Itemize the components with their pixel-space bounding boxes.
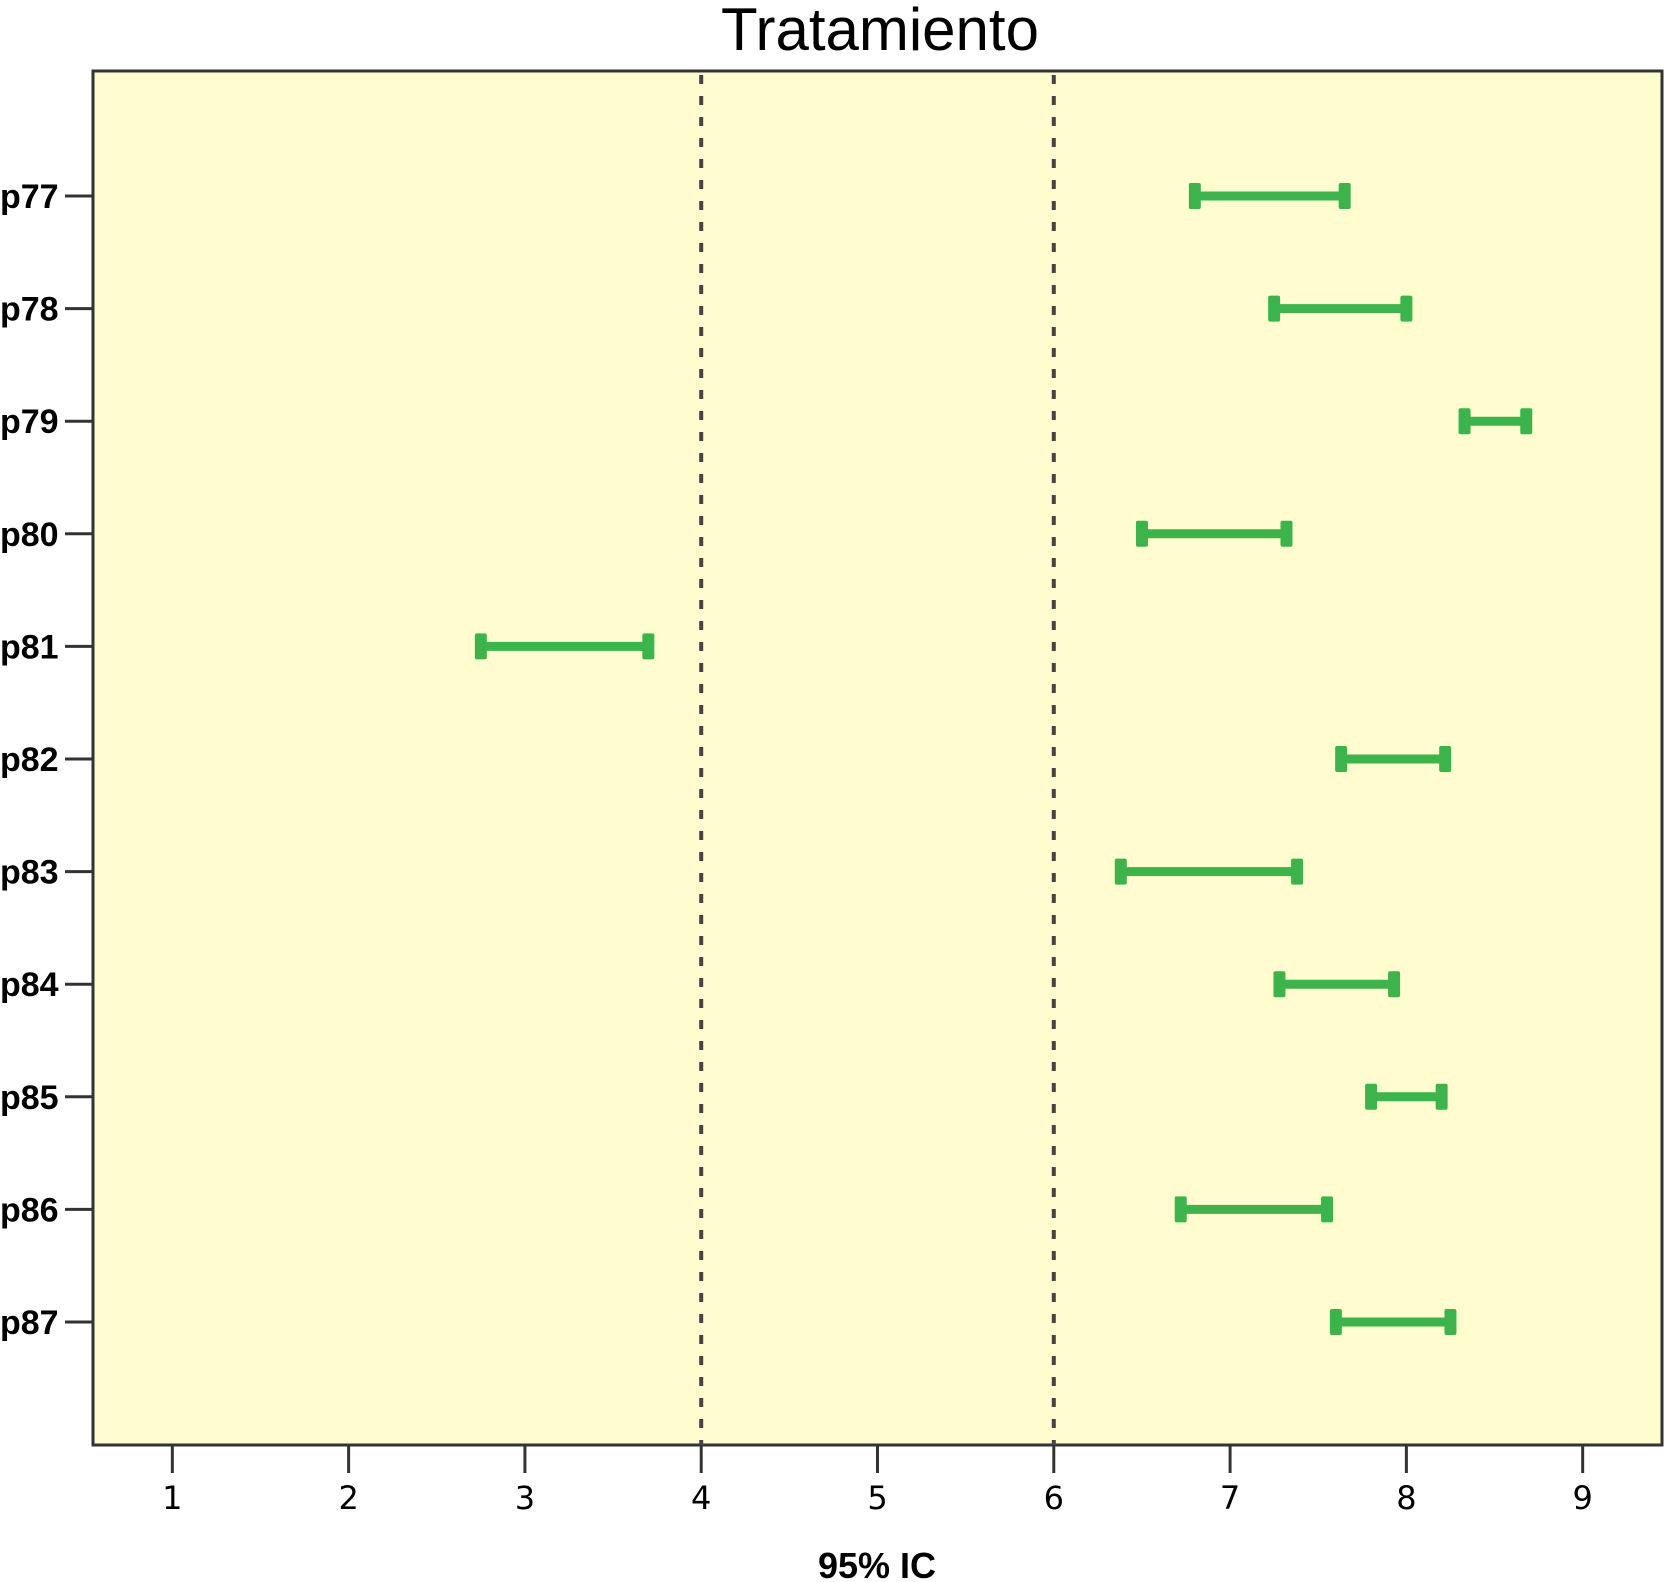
interval-p84: [1273, 971, 1401, 998]
interval-cap-high-p87: [1444, 1309, 1457, 1335]
interval-p81: [474, 633, 655, 660]
reference-lines: [699, 75, 1056, 1445]
interval-cap-low-p79: [1458, 408, 1471, 435]
interval-cap-low-p84: [1273, 971, 1286, 998]
x-tick-label-4: 4: [691, 1479, 711, 1517]
interval-cap-high-p79: [1520, 408, 1533, 435]
y-tick-label-p86: p86: [0, 1191, 59, 1229]
x-tick-label-3: 3: [515, 1479, 535, 1517]
y-tick-label-p87: p87: [0, 1304, 59, 1342]
interval-cap-high-p86: [1321, 1196, 1334, 1223]
y-tick-label-p77: p77: [0, 178, 59, 216]
interval-cap-low-p85: [1365, 1083, 1378, 1110]
x-axis-title: 95% IC: [818, 1545, 936, 1582]
interval-cap-low-p81: [474, 633, 487, 660]
interval-cap-high-p85: [1435, 1083, 1448, 1110]
y-tick-label-p84: p84: [0, 966, 59, 1004]
x-tick-label-9: 9: [1572, 1479, 1592, 1517]
interval-p85: [1365, 1083, 1448, 1110]
y-tick-label-p81: p81: [0, 628, 59, 666]
interval-cap-low-p83: [1114, 858, 1127, 885]
interval-p87: [1329, 1309, 1457, 1335]
interval-p77: [1188, 183, 1351, 209]
y-tick-label-p78: p78: [0, 291, 59, 329]
interval-p83: [1114, 858, 1304, 885]
x-tick-label-6: 6: [1044, 1479, 1064, 1517]
interval-p82: [1335, 746, 1452, 772]
interval-p78: [1268, 295, 1413, 322]
interval-cap-low-p78: [1268, 295, 1281, 322]
y-tick-label-p82: p82: [0, 741, 59, 779]
y-axis: p77 p78 p79 p80 p81 p82 p83 p84 p85 p86 p87: [0, 178, 93, 1342]
interval-cap-low-p82: [1335, 746, 1348, 772]
x-tick-label-1: 1: [162, 1479, 182, 1517]
interval-cap-low-p86: [1174, 1196, 1187, 1223]
interval-cap-high-p82: [1439, 746, 1452, 772]
interval-cap-high-p84: [1388, 971, 1401, 998]
interval-p80: [1135, 520, 1293, 547]
interval-cap-low-p80: [1135, 520, 1148, 547]
y-tick-label-p79: p79: [0, 403, 59, 441]
interval-p79: [1458, 408, 1533, 435]
interval-cap-low-p87: [1329, 1309, 1342, 1335]
y-tick-label-p80: p80: [0, 516, 59, 554]
interval-cap-high-p83: [1291, 858, 1304, 885]
x-tick-label-7: 7: [1220, 1479, 1240, 1517]
interval-p86: [1174, 1196, 1334, 1223]
y-tick-label-p83: p83: [0, 854, 59, 892]
interval-cap-low-p77: [1188, 183, 1201, 209]
x-tick-label-5: 5: [867, 1479, 887, 1517]
x-axis: 1 2 3 4 5 6 7 8 9: [162, 1445, 1593, 1517]
x-tick-label-8: 8: [1396, 1479, 1416, 1517]
interval-cap-high-p77: [1338, 183, 1351, 209]
interval-cap-high-p80: [1280, 520, 1293, 547]
interval-cap-high-p78: [1400, 295, 1413, 322]
interval-series: [474, 183, 1533, 1335]
interval-cap-high-p81: [642, 633, 655, 660]
chart-title: Tratamiento: [721, 0, 1039, 63]
x-tick-label-2: 2: [338, 1479, 358, 1517]
y-tick-label-p85: p85: [0, 1079, 59, 1117]
